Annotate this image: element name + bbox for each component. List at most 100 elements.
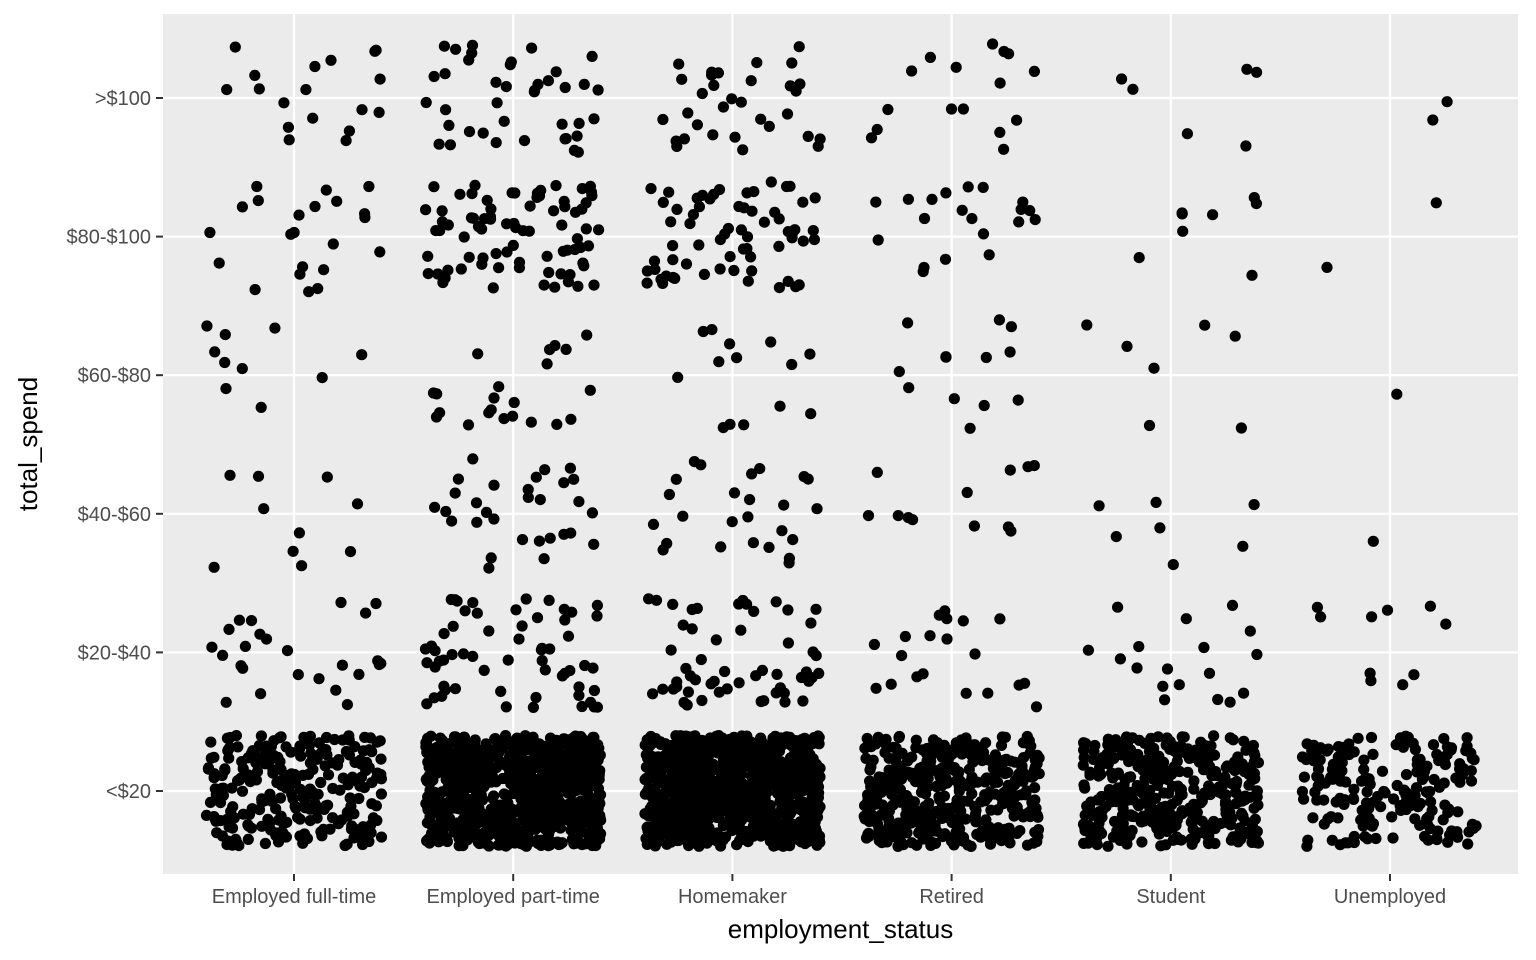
data-point <box>782 637 795 649</box>
data-point <box>249 69 261 81</box>
data-point <box>565 814 577 826</box>
data-point <box>902 317 914 329</box>
data-point <box>472 220 485 233</box>
data-point <box>1157 680 1169 692</box>
data-point <box>724 251 736 263</box>
data-point <box>477 794 489 806</box>
data-point <box>1167 822 1179 834</box>
data-point <box>1025 740 1037 752</box>
y-tick-label: >$100 <box>95 88 151 110</box>
data-point <box>1029 826 1041 838</box>
data-point <box>906 837 918 849</box>
data-point <box>1249 813 1261 825</box>
data-point <box>221 84 233 96</box>
data-point <box>1079 825 1091 837</box>
data-point <box>1437 814 1449 826</box>
data-point <box>1159 694 1171 706</box>
data-point <box>786 358 798 371</box>
data-point <box>688 730 700 742</box>
data-point <box>339 839 351 852</box>
data-points <box>200 38 1482 853</box>
data-point <box>516 534 529 546</box>
data-point <box>1439 799 1451 811</box>
data-point <box>783 823 795 835</box>
data-point <box>966 213 978 225</box>
data-point <box>640 749 652 761</box>
data-point <box>670 135 682 147</box>
data-point <box>1342 837 1354 849</box>
data-point <box>811 503 823 515</box>
data-point <box>925 839 937 852</box>
data-point <box>236 201 248 213</box>
data-point <box>930 825 942 837</box>
data-point <box>667 598 679 611</box>
data-point <box>1152 804 1164 816</box>
data-point <box>813 667 825 680</box>
data-point <box>471 607 483 619</box>
data-point <box>566 606 578 618</box>
data-point <box>481 761 493 774</box>
x-tick-label: Unemployed <box>1334 886 1446 908</box>
data-point <box>551 418 563 430</box>
data-point <box>524 200 536 212</box>
data-point <box>220 383 232 395</box>
data-point <box>671 835 683 847</box>
data-point <box>1116 73 1128 85</box>
data-point <box>1363 802 1375 815</box>
data-point <box>361 756 373 769</box>
data-point <box>987 38 999 50</box>
data-point <box>536 799 548 811</box>
data-point <box>1461 744 1473 756</box>
data-point <box>536 655 548 667</box>
data-point <box>1013 216 1025 228</box>
data-point <box>555 781 568 794</box>
data-point <box>318 264 330 276</box>
data-point <box>539 664 551 676</box>
data-point <box>682 686 695 698</box>
data-point <box>950 775 962 787</box>
data-point <box>732 752 744 765</box>
data-point <box>985 804 997 816</box>
data-point <box>227 801 239 813</box>
data-point <box>588 279 600 291</box>
data-point <box>298 800 310 812</box>
data-point <box>1007 800 1020 812</box>
data-point <box>438 819 450 831</box>
data-point <box>353 668 365 681</box>
data-point <box>363 180 375 193</box>
data-point <box>591 599 604 612</box>
data-point <box>439 684 451 696</box>
data-point <box>881 784 893 796</box>
data-point <box>1125 809 1137 821</box>
data-point <box>442 264 454 276</box>
data-point <box>535 644 548 656</box>
data-point <box>305 747 317 759</box>
data-point <box>550 66 562 78</box>
data-point <box>773 282 786 294</box>
data-point <box>571 130 583 142</box>
data-point <box>258 503 270 515</box>
data-point <box>1367 535 1379 547</box>
data-point <box>754 463 766 475</box>
data-point <box>349 741 361 753</box>
data-point <box>880 733 892 746</box>
data-point <box>500 803 512 815</box>
data-point <box>558 477 570 489</box>
data-point <box>688 456 701 468</box>
data-point <box>466 39 479 51</box>
data-point <box>470 497 483 509</box>
data-point <box>224 469 236 481</box>
data-point <box>575 778 587 791</box>
data-point <box>705 794 718 806</box>
data-point <box>549 281 561 293</box>
data-point <box>866 780 878 793</box>
data-point <box>327 812 339 824</box>
data-point <box>1336 756 1348 769</box>
data-point <box>688 808 700 820</box>
data-point <box>1195 736 1207 748</box>
data-point <box>953 785 965 797</box>
data-point <box>466 188 478 200</box>
data-point <box>992 766 1004 778</box>
data-point <box>1440 618 1452 630</box>
data-point <box>1163 787 1175 799</box>
